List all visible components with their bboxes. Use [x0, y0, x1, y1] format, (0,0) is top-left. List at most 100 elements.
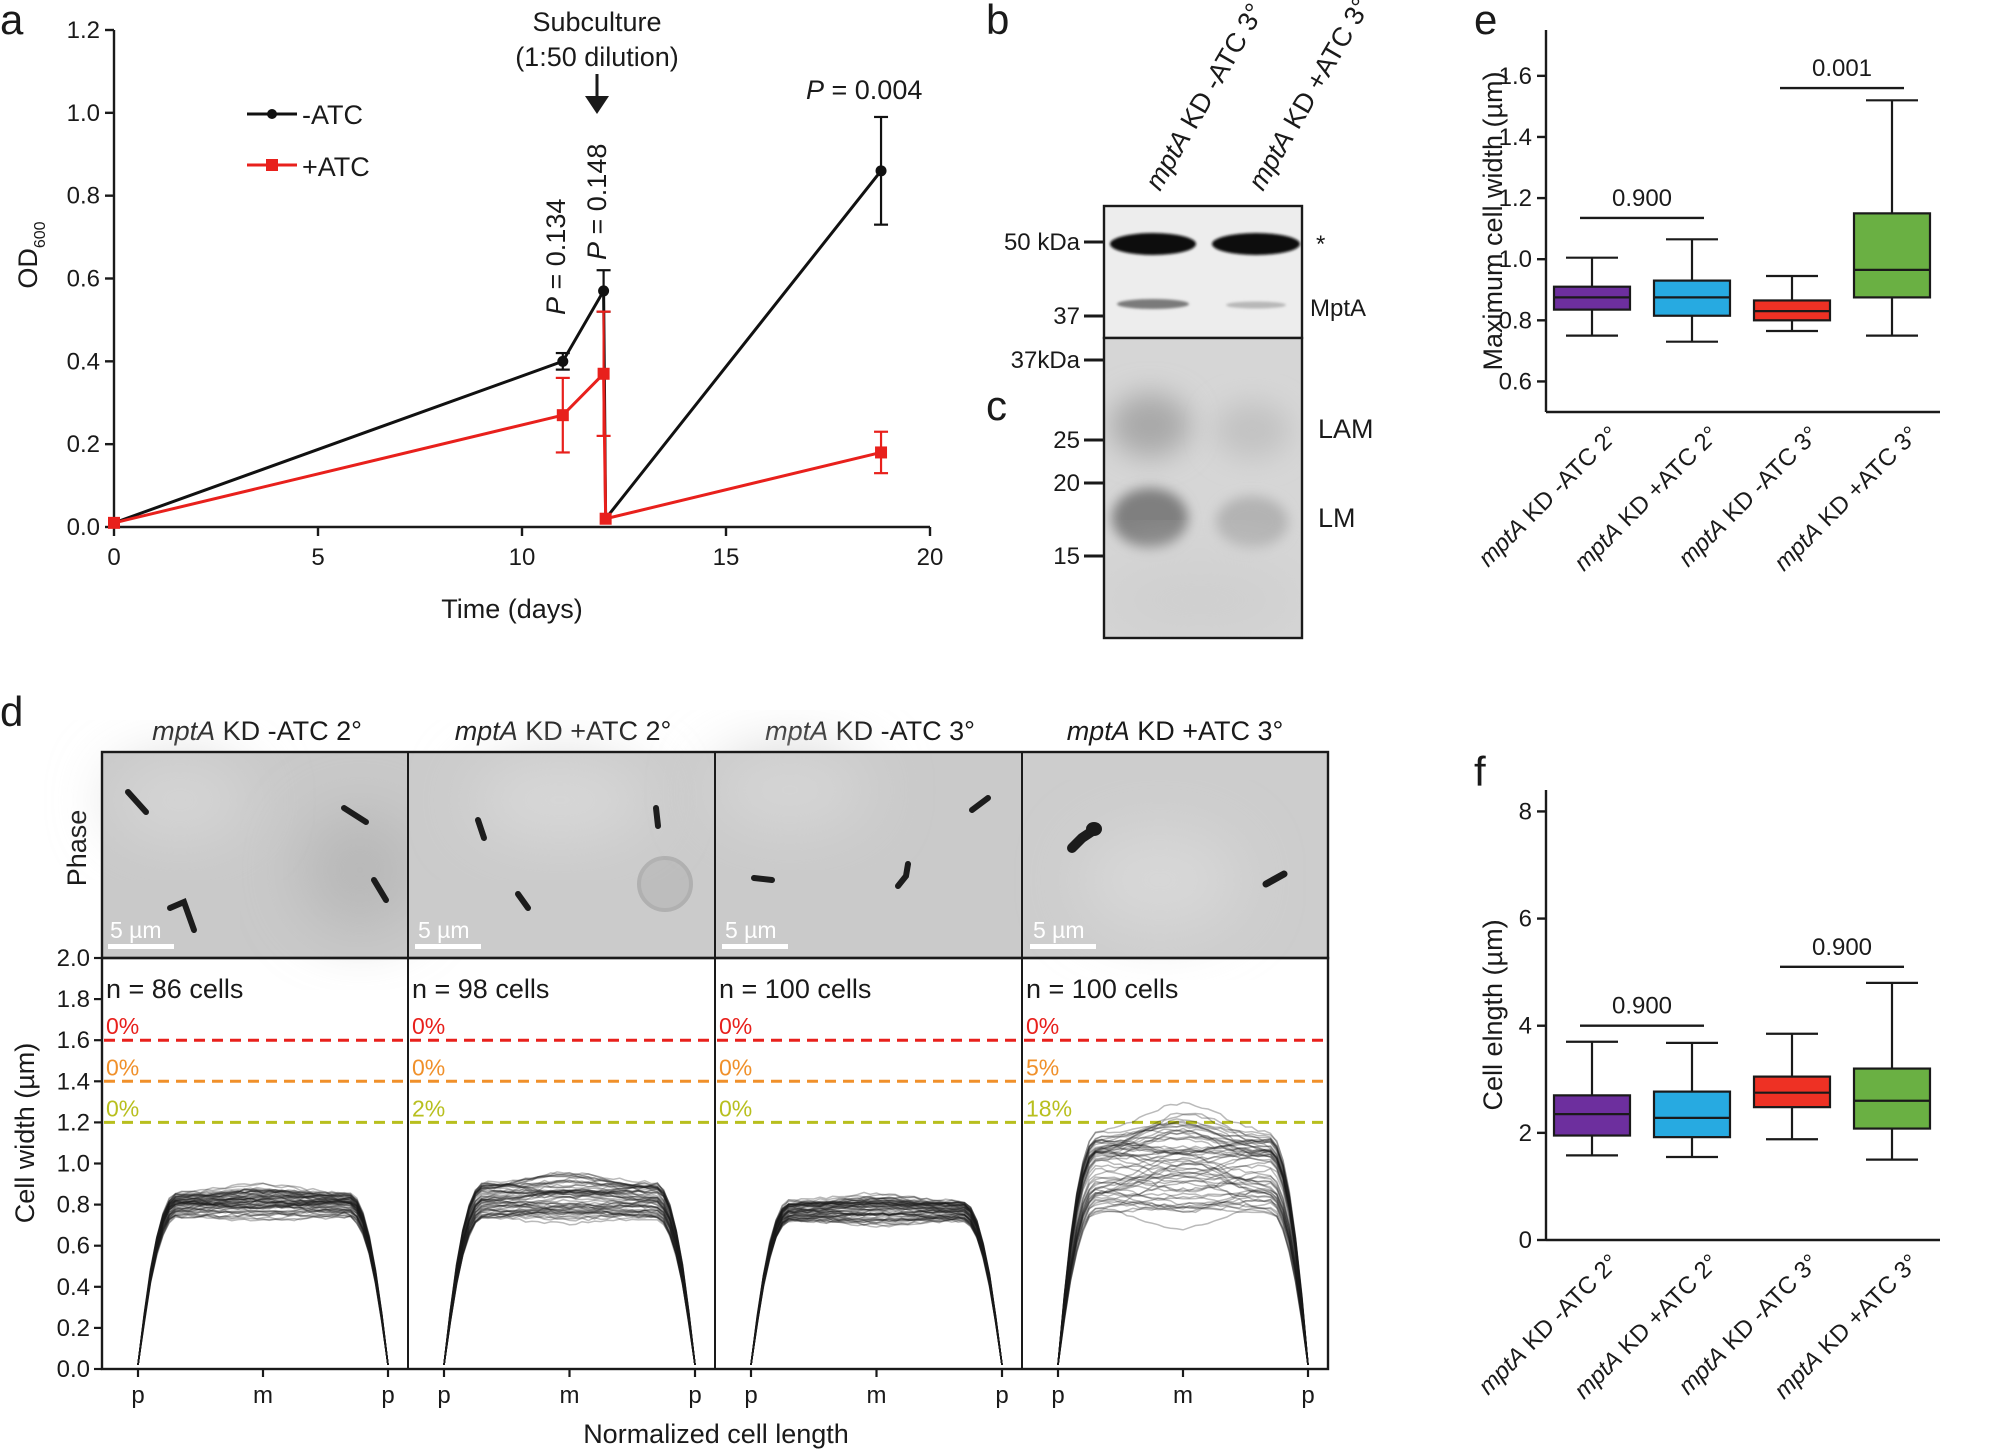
- width-curve: [750, 1213, 1003, 1366]
- threshold-percent: 2%: [412, 1095, 445, 1121]
- band-label-asterisk: *: [1316, 231, 1325, 258]
- comparison-p-value: 0.900: [1612, 185, 1672, 212]
- data-point-minus-atc: [875, 165, 887, 177]
- data-point-minus-atc: [598, 285, 610, 297]
- width-curve: [750, 1202, 1003, 1366]
- x-tick-label: p: [437, 1382, 450, 1409]
- mpta-band-bg: [1104, 206, 1302, 338]
- band-label-lam: LAM: [1318, 414, 1374, 444]
- width-curve: [750, 1203, 1003, 1366]
- width-curve: [1057, 1139, 1309, 1365]
- width-curve: [750, 1208, 1003, 1366]
- width-curve: [750, 1196, 1003, 1366]
- width-curve: [137, 1201, 389, 1366]
- column-title-2: mptA KD +ATC 2°: [455, 716, 672, 746]
- width-curve: [750, 1218, 1003, 1366]
- data-point-plus-atc: [108, 516, 120, 529]
- y-tick-label: 2.0: [57, 945, 90, 972]
- column-title-1: mptA KD -ATC 2°: [152, 716, 362, 746]
- width-curve: [137, 1209, 389, 1366]
- marker-20: 20: [1053, 470, 1080, 497]
- width-curve: [137, 1193, 389, 1365]
- threshold-percent: 0%: [719, 1013, 752, 1039]
- width-curve: [1057, 1137, 1309, 1365]
- width-curve: [137, 1199, 389, 1366]
- y-tick-label: 0.4: [57, 1274, 90, 1301]
- width-curve: [750, 1215, 1003, 1366]
- threshold-percent: 0%: [106, 1095, 139, 1121]
- width-curve: [137, 1195, 389, 1366]
- band-mpta-lane1: [1117, 299, 1189, 309]
- width-curve: [443, 1209, 696, 1366]
- width-curve: [443, 1175, 696, 1365]
- width-curve: [750, 1209, 1003, 1366]
- width-curve: [750, 1216, 1003, 1366]
- column-title-1-gene: mptA: [152, 716, 215, 746]
- p-letter: P: [582, 242, 612, 260]
- width-curve: [137, 1212, 389, 1366]
- width-curve: [443, 1188, 696, 1366]
- width-curve: [137, 1204, 389, 1366]
- legend-label-minus-atc: -ATC: [302, 100, 363, 130]
- width-curve: [137, 1209, 389, 1366]
- y-tick-label: 1.0: [1499, 246, 1532, 273]
- y-tick-label: 0.2: [67, 431, 100, 458]
- width-curve: [443, 1211, 696, 1366]
- width-curve: [137, 1187, 389, 1365]
- width-curve: [443, 1204, 696, 1366]
- width-curve: [750, 1205, 1003, 1366]
- y-tick-label: 0: [1519, 1227, 1532, 1254]
- width-curve: [1057, 1129, 1309, 1365]
- width-curve: [443, 1198, 696, 1365]
- d-x-axis-label: Normalized cell length: [583, 1419, 849, 1449]
- width-curve: [750, 1202, 1003, 1366]
- phase-image-3-cell: [751, 875, 775, 883]
- x-tick-label: p: [1301, 1382, 1314, 1409]
- width-curve: [443, 1191, 696, 1365]
- width-curve: [750, 1200, 1003, 1366]
- width-curve: [443, 1200, 696, 1365]
- width-curve: [1057, 1145, 1309, 1365]
- cell-count-label: n = 100 cells: [1026, 974, 1178, 1004]
- lane-label-1-rest: KD -ATC 3°: [1171, 0, 1270, 140]
- width-curve: [750, 1195, 1003, 1365]
- growth-curve-ticks: 0.0 0.2 0.4 0.6 0.8 1.0 1.2 0 5 10 15 20: [67, 17, 944, 571]
- width-curve: [750, 1209, 1003, 1366]
- band-label-lm: LM: [1318, 503, 1356, 533]
- phase-image-3-cell: [969, 795, 991, 813]
- width-curve: [1057, 1206, 1309, 1366]
- width-curve: [443, 1208, 696, 1366]
- width-curves: [137, 1182, 389, 1366]
- subculture-arrow-head: [585, 96, 609, 114]
- width-curve: [443, 1189, 696, 1365]
- x-tick-label: 5: [311, 544, 324, 571]
- legend-marker-plus-atc: [266, 159, 278, 171]
- subculture-title: Subculture: [532, 7, 661, 37]
- width-curve: [443, 1190, 696, 1365]
- y-axis-label-main: OD: [13, 248, 43, 289]
- width-curve: [750, 1199, 1003, 1366]
- legend-label-plus-atc: +ATC: [302, 152, 370, 182]
- x-tick-label: 20: [917, 544, 944, 571]
- width-curve: [443, 1182, 696, 1365]
- width-curve: [443, 1205, 696, 1366]
- width-curve: [443, 1175, 696, 1365]
- panel-label-c: c: [986, 382, 1007, 429]
- width-curve: [137, 1198, 389, 1365]
- width-curve: [750, 1211, 1003, 1366]
- width-curve: [137, 1182, 389, 1365]
- phase-image-1-halo: [110, 760, 250, 840]
- width-curve: [1057, 1181, 1309, 1365]
- width-curve: [137, 1204, 389, 1366]
- threshold-percent: 0%: [719, 1095, 752, 1121]
- width-curve: [443, 1204, 696, 1366]
- p-value-day12: P = 0.148: [582, 144, 612, 260]
- threshold-percent: 0%: [1026, 1013, 1059, 1039]
- width-curve: [1057, 1150, 1309, 1365]
- marker-25: 25: [1053, 427, 1080, 454]
- lipoglycan-gel-frame: [1102, 336, 1304, 640]
- width-profile-plots: 0.0 0.2 0.4 0.6 0.8 1.0 1.2 1.4 1.6 1.8 2.0 p m p 0% 0%…: [57, 752, 1330, 1409]
- cell-count-label: n = 98 cells: [412, 974, 549, 1004]
- width-curve: [1057, 1152, 1309, 1365]
